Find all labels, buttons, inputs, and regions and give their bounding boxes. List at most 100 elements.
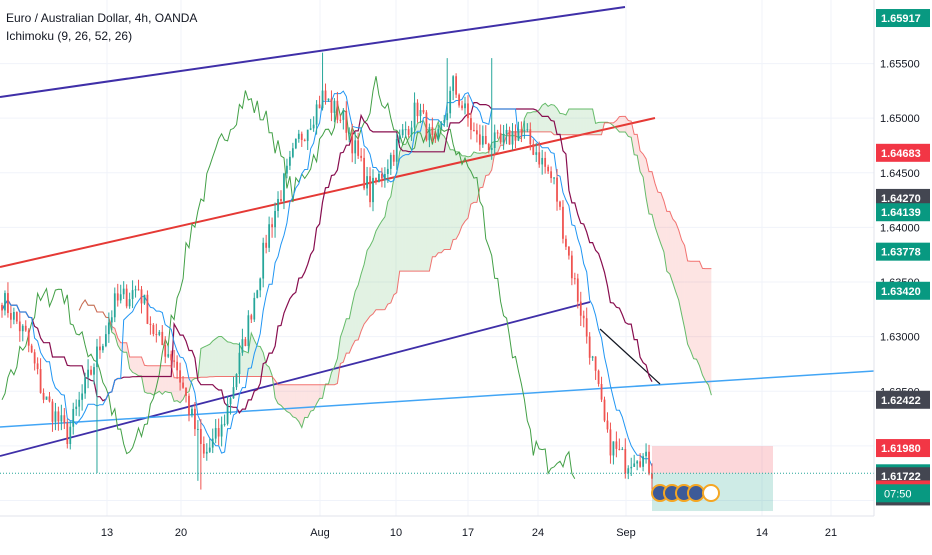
candle[interactable] [63,415,65,423]
candle[interactable] [129,299,131,306]
candle[interactable] [328,99,330,100]
candle[interactable] [615,441,617,449]
candle[interactable] [402,129,404,135]
candle[interactable] [470,118,472,130]
candle[interactable] [547,167,549,172]
candle[interactable] [429,127,431,140]
candle[interactable] [360,156,362,158]
candle[interactable] [126,289,128,307]
candle[interactable] [72,409,74,427]
candle[interactable] [345,111,347,133]
candle[interactable] [417,103,419,116]
candle[interactable] [209,448,211,452]
candle[interactable] [532,144,534,155]
candle[interactable] [46,397,48,400]
candle[interactable] [75,407,77,409]
candle[interactable] [526,129,528,130]
event-icon[interactable] [703,485,719,501]
candle[interactable] [108,323,110,335]
candle[interactable] [206,452,208,454]
candle[interactable] [645,452,647,456]
symbol-title[interactable]: Euro / Australian Dollar, 4h, OANDA [6,9,197,27]
candle[interactable] [179,370,181,382]
candle[interactable] [286,166,288,174]
candle[interactable] [440,123,442,129]
candle[interactable] [161,332,163,345]
candle[interactable] [506,130,508,134]
candle[interactable] [102,346,104,350]
candle[interactable] [408,129,410,135]
candle[interactable] [135,289,137,290]
candle[interactable] [52,402,54,422]
candle[interactable] [562,207,564,239]
candle[interactable] [242,339,244,353]
candle[interactable] [452,76,454,91]
candle[interactable] [244,339,246,346]
candle[interactable] [283,174,285,202]
candle[interactable] [194,409,196,429]
candle[interactable] [22,326,24,331]
candle[interactable] [4,293,6,310]
candle[interactable] [583,316,585,319]
candle[interactable] [378,174,380,182]
candle[interactable] [467,103,469,118]
candle[interactable] [494,132,496,148]
candle[interactable] [316,104,318,124]
candle[interactable] [423,110,425,112]
candle[interactable] [280,199,282,201]
candle[interactable] [512,131,514,144]
candle[interactable] [604,400,606,421]
candle[interactable] [203,444,205,454]
candle[interactable] [568,247,570,256]
candle[interactable] [390,155,392,169]
candle[interactable] [200,429,202,444]
candle[interactable] [158,332,160,335]
candle[interactable] [586,318,588,336]
candle[interactable] [253,298,255,320]
candle[interactable] [152,325,154,334]
position-tool[interactable] [0,446,874,511]
candle[interactable] [10,313,12,320]
candle[interactable] [40,369,42,393]
candle[interactable] [93,367,95,375]
candle[interactable] [601,384,603,400]
candle[interactable] [535,152,537,155]
candle[interactable] [141,289,143,303]
candle[interactable] [227,404,229,424]
candle[interactable] [224,424,226,425]
candle[interactable] [120,294,122,300]
candle[interactable] [274,211,276,227]
candle[interactable] [363,158,365,189]
candle[interactable] [99,347,101,351]
candle[interactable] [155,334,157,335]
candle[interactable] [301,134,303,140]
candle[interactable] [250,315,252,319]
candle[interactable] [488,144,490,150]
candle[interactable] [304,140,306,141]
event-icons[interactable] [652,485,719,501]
candle[interactable] [414,103,416,128]
candle[interactable] [170,354,172,360]
candle[interactable] [556,178,558,202]
candle[interactable] [426,112,428,140]
candle[interactable] [268,224,270,248]
candle[interactable] [247,315,249,346]
candle[interactable] [233,387,235,398]
candle[interactable] [621,449,623,450]
candle[interactable] [446,113,448,120]
candle[interactable] [185,388,187,396]
candle[interactable] [595,356,597,370]
candle[interactable] [87,370,89,378]
candle[interactable] [96,347,98,368]
candle[interactable] [322,91,324,109]
candle[interactable] [449,91,451,113]
candle[interactable] [60,415,62,421]
candle[interactable] [167,354,169,356]
candle[interactable] [565,239,567,247]
candle[interactable] [31,346,33,353]
candle[interactable] [544,158,546,167]
candle[interactable] [354,140,356,153]
candle[interactable] [500,133,502,142]
candle[interactable] [292,148,294,157]
